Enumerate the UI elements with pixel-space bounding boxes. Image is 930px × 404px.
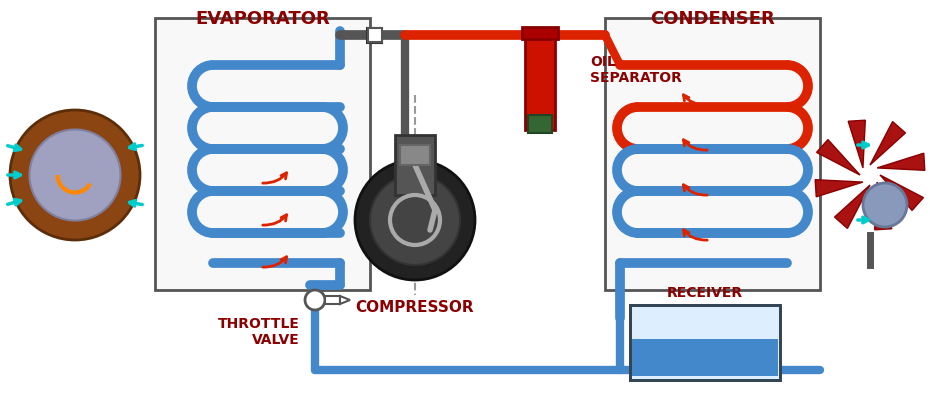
Circle shape xyxy=(30,130,121,221)
Polygon shape xyxy=(816,180,863,197)
Polygon shape xyxy=(848,120,865,168)
Text: OIL
SEPARATOR: OIL SEPARATOR xyxy=(590,55,682,85)
Polygon shape xyxy=(880,175,923,210)
Circle shape xyxy=(370,175,460,265)
Polygon shape xyxy=(340,296,350,304)
Bar xyxy=(368,28,382,42)
Text: RECEIVER: RECEIVER xyxy=(667,286,743,300)
Circle shape xyxy=(305,290,325,310)
Bar xyxy=(630,305,780,380)
Bar xyxy=(325,296,340,304)
Text: THROTTLE
VALVE: THROTTLE VALVE xyxy=(219,317,300,347)
Text: COMPRESSOR: COMPRESSOR xyxy=(355,300,474,315)
Bar xyxy=(395,135,435,195)
Polygon shape xyxy=(834,185,870,228)
Bar xyxy=(630,305,780,380)
Bar xyxy=(605,18,820,290)
Polygon shape xyxy=(870,122,906,165)
Text: CONDENSER: CONDENSER xyxy=(650,10,775,28)
Polygon shape xyxy=(875,182,892,230)
Bar xyxy=(632,339,778,376)
Bar xyxy=(525,35,555,130)
Circle shape xyxy=(355,160,475,280)
Bar xyxy=(400,145,430,165)
Text: EVAPORATOR: EVAPORATOR xyxy=(195,10,330,28)
Bar xyxy=(522,27,558,39)
Circle shape xyxy=(863,183,907,227)
Bar xyxy=(528,115,552,133)
Bar xyxy=(367,28,382,43)
Polygon shape xyxy=(817,139,860,175)
Bar xyxy=(155,18,370,290)
Circle shape xyxy=(10,110,140,240)
Polygon shape xyxy=(877,153,924,170)
